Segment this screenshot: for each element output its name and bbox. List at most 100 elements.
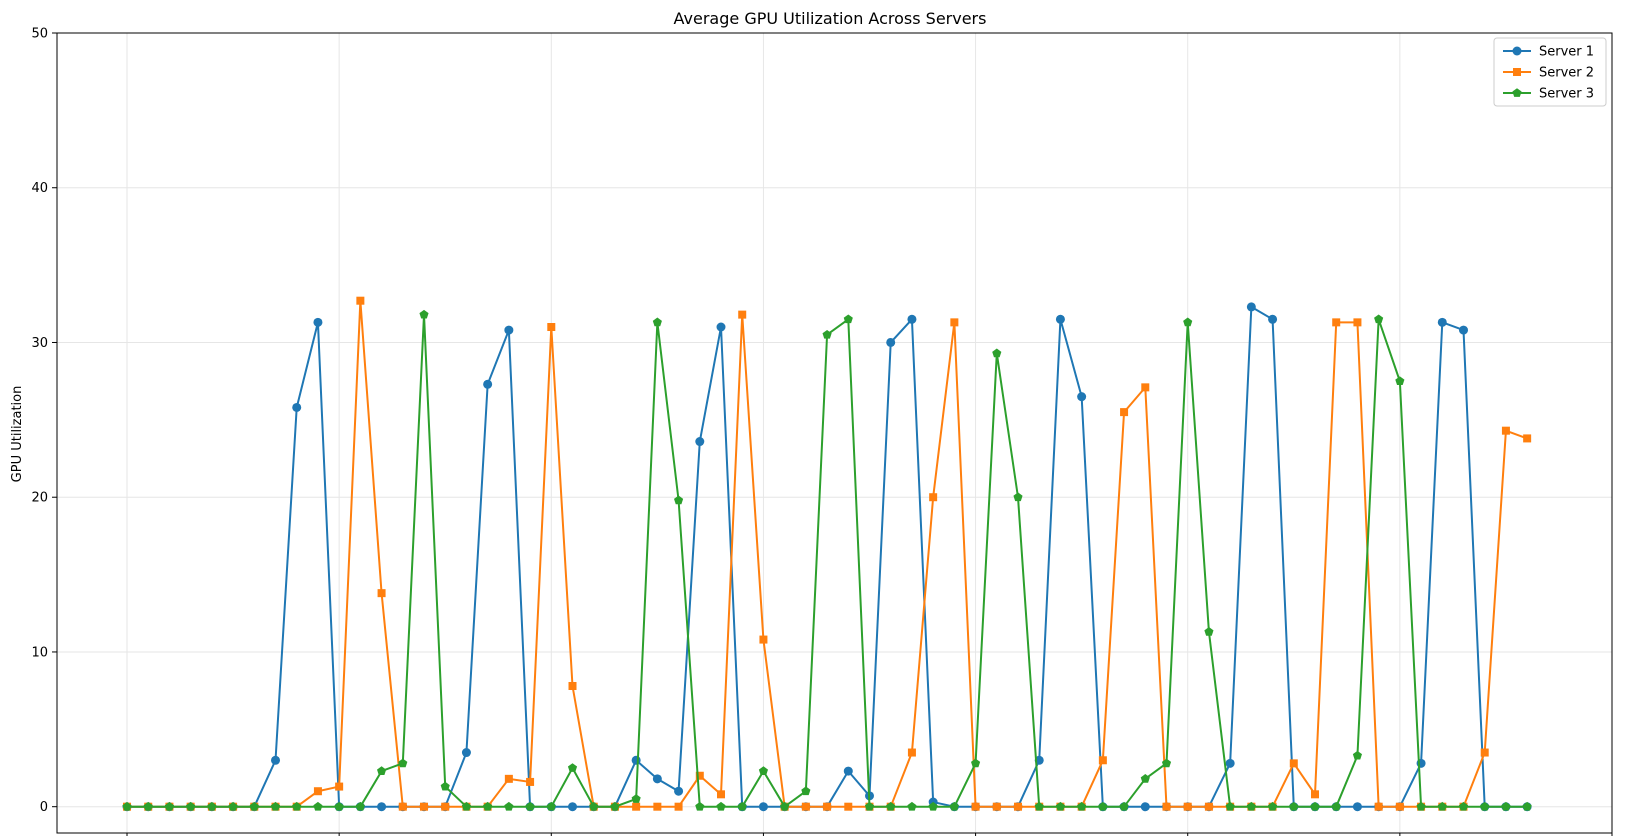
data-point: [1311, 790, 1320, 799]
data-point: [929, 493, 938, 502]
data-point: [950, 318, 959, 327]
data-point: [1353, 318, 1362, 327]
data-point: [907, 801, 917, 811]
data-point: [1374, 802, 1383, 811]
chart-title: Average GPU Utilization Across Servers: [674, 9, 987, 28]
legend-item: Server 2: [1503, 66, 1594, 81]
data-point: [717, 790, 726, 799]
data-point: [1140, 802, 1150, 812]
data-point: [249, 801, 259, 811]
data-point: [1161, 758, 1172, 768]
data-point: [1183, 802, 1192, 811]
data-point: [504, 801, 514, 811]
data-point: [1522, 801, 1532, 811]
data-point: [1437, 801, 1447, 811]
data-point: [907, 314, 917, 324]
data-point: [1437, 317, 1447, 327]
data-point: [801, 802, 810, 811]
data-point: [1459, 325, 1469, 335]
plot-frame: [56, 32, 1613, 834]
data-point: [398, 758, 408, 768]
data-point: [1034, 801, 1044, 811]
data-point: [610, 801, 620, 811]
data-point: [377, 589, 386, 598]
data-point: [1332, 318, 1341, 327]
data-point: [292, 402, 302, 412]
data-point: [164, 801, 174, 811]
data-point: [1098, 756, 1107, 765]
data-point: [695, 771, 704, 780]
data-point: [886, 337, 896, 347]
data-point: [759, 635, 768, 644]
data-point: [419, 309, 429, 319]
data-point: [1501, 426, 1510, 435]
data-point: [844, 802, 853, 811]
data-point: [949, 801, 959, 811]
data-point: [758, 802, 768, 812]
data-point: [822, 329, 832, 339]
data-point: [1225, 801, 1235, 811]
legend: Server 1 Server 2 Server 3: [1493, 37, 1607, 107]
data-point: [1055, 801, 1065, 811]
data-point: [546, 801, 556, 811]
data-point: [653, 802, 662, 811]
data-point: [1416, 801, 1426, 811]
data-point: [1141, 383, 1150, 392]
y-tick-label: 40: [31, 181, 48, 196]
legend-label: Server 2: [1539, 66, 1594, 81]
data-point: [420, 802, 429, 811]
data-point: [737, 801, 747, 811]
data-point: [1512, 88, 1522, 97]
data-point: [1183, 317, 1193, 327]
data-point: [1480, 801, 1490, 811]
data-point: [631, 794, 641, 803]
data-point: [1120, 408, 1129, 417]
data-point: [271, 755, 281, 765]
y-tick-label: 0: [40, 800, 48, 815]
data-point: [632, 802, 641, 811]
data-point: [335, 782, 344, 791]
data-point: [716, 801, 726, 811]
data-point: [971, 802, 980, 811]
series-3: [122, 309, 1532, 811]
data-point: [567, 763, 578, 772]
data-point: [1374, 314, 1384, 324]
data-point: [1480, 748, 1489, 757]
legend-item: Server 1: [1503, 45, 1594, 60]
data-point: [1055, 314, 1065, 324]
data-point: [1204, 802, 1213, 811]
data-point: [483, 379, 493, 389]
data-point: [992, 348, 1002, 358]
data-point: [356, 296, 365, 305]
data-point: [631, 755, 641, 765]
data-point: [186, 801, 196, 811]
series-layer: [122, 296, 1532, 812]
data-point: [1204, 627, 1214, 636]
data-point: [334, 801, 344, 811]
data-point: [1501, 801, 1511, 811]
data-point: [1395, 802, 1404, 811]
data-point: [461, 748, 471, 758]
data-point: [1395, 376, 1405, 386]
data-point: [992, 802, 1001, 811]
data-point: [1289, 801, 1299, 811]
data-point: [674, 802, 683, 811]
data-point: [780, 801, 790, 811]
data-point: [1140, 774, 1150, 783]
data-point: [377, 766, 387, 775]
data-point: [525, 801, 535, 811]
data-point: [1077, 801, 1087, 811]
data-point: [652, 317, 662, 327]
data-point: [504, 325, 514, 335]
data-point: [843, 766, 853, 776]
data-point: [398, 802, 407, 811]
data-point: [907, 748, 916, 757]
data-point: [1512, 46, 1522, 56]
data-point: [1014, 802, 1023, 811]
data-point: [695, 801, 705, 811]
data-point: [1289, 759, 1298, 768]
data-point: [695, 437, 705, 447]
data-point: [440, 781, 450, 791]
data-point: [1225, 758, 1235, 768]
